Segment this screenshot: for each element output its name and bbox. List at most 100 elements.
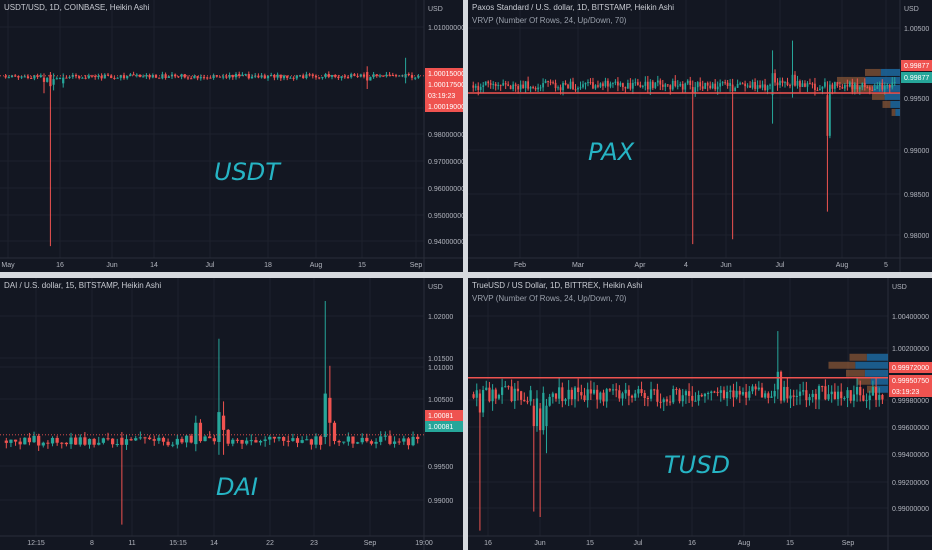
candle-body: [152, 439, 156, 441]
price-tag-bg: [425, 79, 463, 90]
candle-body: [532, 87, 534, 89]
candle-body: [206, 77, 209, 79]
candle-body: [671, 80, 674, 90]
price-tag-bg: [901, 60, 932, 71]
candle-body: [814, 393, 817, 400]
time-axis-tick-label: May: [1, 262, 15, 269]
candle-body: [286, 440, 290, 442]
candle-body: [324, 74, 327, 78]
price-tag-label: 1.00081: [428, 413, 453, 420]
candle-body: [703, 393, 707, 397]
candle-body: [383, 435, 387, 437]
candle-body: [263, 439, 267, 441]
candle-body: [238, 74, 241, 77]
candle-body: [744, 83, 746, 87]
candle-body: [839, 85, 841, 88]
candle-body: [604, 80, 607, 87]
candle-body: [69, 437, 73, 445]
volume-profile-bar-down: [867, 385, 877, 393]
candle-body: [757, 387, 760, 390]
candle-body: [529, 390, 532, 402]
candle-body: [586, 389, 589, 401]
candle-body: [734, 87, 737, 92]
candle-body: [748, 391, 751, 398]
candle-body: [629, 82, 632, 89]
pax-chart-panel[interactable]: USD 1.00500 0.99500 0.99000 0.98500 0.98000 Fe…: [468, 0, 932, 272]
volume-profile-bar-down: [891, 108, 896, 116]
candle-body: [49, 74, 52, 87]
candle-body: [611, 389, 615, 391]
usdt-chart-panel[interactable]: USD1.010000000.990000000.980000000.97000…: [0, 0, 463, 272]
candle-body: [691, 87, 694, 93]
time-axis-tick-label: Feb: [514, 262, 526, 269]
tusd-chart-panel[interactable]: USD 1.00400000 1.00200000 0.99980000 0.99600…: [468, 278, 932, 550]
usdt-chart-svg[interactable]: USD1.010000000.990000000.980000000.97000…: [0, 0, 463, 272]
candle-body: [567, 389, 570, 400]
candle-body: [726, 391, 729, 399]
candle-body: [567, 84, 569, 89]
tusd-chart-svg[interactable]: USD 1.00400000 1.00200000 0.99980000 0.99600…: [468, 278, 932, 550]
candle-body: [724, 82, 727, 84]
price-axis-tick-label: 0.99980000: [892, 398, 929, 405]
candle-body: [609, 83, 612, 87]
volume-profile-bar-down: [856, 377, 871, 385]
time-axis-tick-label: 16: [688, 540, 696, 547]
candle-body: [147, 437, 152, 440]
candle-body: [781, 80, 784, 83]
candle-body: [516, 388, 520, 392]
candle-body: [50, 437, 55, 444]
candle-body: [726, 82, 729, 86]
candle-body: [494, 83, 497, 87]
candle-body: [597, 85, 599, 87]
candle-body: [514, 84, 517, 87]
volume-profile-bar-up: [890, 100, 900, 108]
candle-body: [552, 82, 554, 84]
candle-body: [314, 75, 318, 78]
candle-body: [624, 389, 627, 394]
candle-body: [710, 391, 713, 394]
dai-chart-svg[interactable]: USD 1.02000 1.01500 1.01000 1.00500 0.99500 0.…: [0, 278, 463, 550]
pax-vrvp-indicator[interactable]: VRVP (Number Of Rows, 24, Up/Down, 70): [472, 16, 627, 25]
price-axis-unit: USD: [892, 284, 907, 291]
volume-profile-bar-up: [855, 361, 888, 369]
price-axis-tick-label: 1.01000000: [428, 25, 463, 32]
candle-body: [589, 389, 592, 394]
candle-body: [636, 82, 639, 85]
candle-body: [226, 429, 230, 444]
candle-body: [10, 75, 14, 78]
candle-body: [295, 438, 300, 443]
candle-body: [862, 395, 865, 401]
candle-body: [749, 85, 751, 88]
candle-body: [878, 82, 881, 87]
dai-chart-panel[interactable]: USD 1.02000 1.01500 1.01000 1.00500 0.99500 0.…: [0, 278, 463, 550]
candle-body: [276, 74, 279, 78]
candle-body: [639, 84, 642, 87]
candle-body: [644, 81, 647, 86]
candle-body: [599, 392, 602, 400]
candle-body: [263, 75, 266, 79]
candle-body: [649, 389, 653, 399]
volume-profile-bar-down: [849, 353, 867, 361]
candle-body: [761, 84, 764, 88]
candle-body: [154, 75, 158, 78]
candle-body: [478, 393, 482, 413]
candle-body: [545, 405, 548, 427]
candle-body: [522, 84, 525, 89]
candle-body: [569, 81, 572, 89]
candle-body: [74, 437, 78, 445]
candle-body: [547, 80, 549, 82]
candle-body: [846, 84, 849, 87]
candle-body: [856, 83, 859, 90]
tusd-vrvp-indicator[interactable]: VRVP (Number Of Rows, 24, Up/Down, 70): [472, 294, 627, 303]
pax-chart-svg[interactable]: USD 1.00500 0.99500 0.99000 0.98500 0.98000 Fe…: [468, 0, 932, 272]
candle-body: [346, 436, 350, 442]
candle-body: [700, 394, 703, 397]
candle-body: [605, 389, 608, 402]
tusd-chart-title: TrueUSD / US Dollar, 1D, BITTREX, Heikin…: [472, 281, 643, 290]
candle-body: [741, 83, 744, 85]
candle-body: [617, 81, 619, 86]
candle-body: [26, 76, 30, 78]
candle-body: [802, 390, 805, 392]
candle-body: [241, 74, 244, 77]
candle-body: [716, 391, 719, 393]
